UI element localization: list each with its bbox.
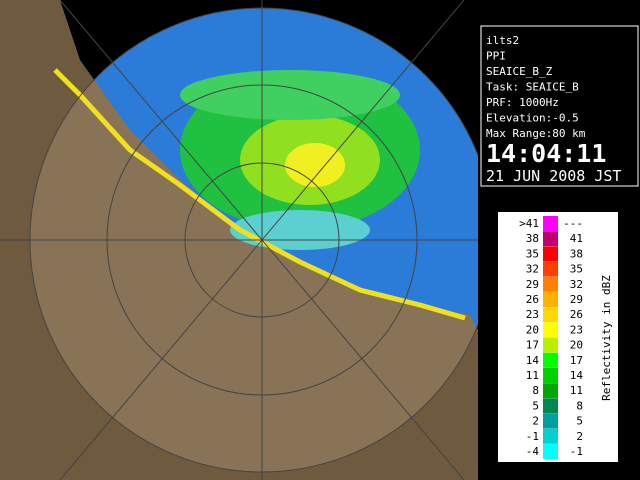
- date: 21 JUN 2008 JST: [486, 167, 621, 185]
- legend-low: 35: [526, 247, 539, 260]
- legend-high: 11: [570, 384, 583, 397]
- legend-high: 14: [570, 369, 584, 382]
- legend-high: 26: [570, 308, 583, 321]
- legend-swatch: [543, 398, 558, 414]
- legend-swatch: [543, 322, 558, 338]
- echo: [180, 70, 400, 120]
- legend-low: -4: [526, 445, 540, 458]
- legend-swatch: [543, 337, 558, 353]
- legend-swatch: [543, 307, 558, 323]
- legend-swatch: [543, 383, 558, 399]
- info-line: ilts2: [486, 34, 519, 47]
- legend-high: 35: [570, 263, 583, 276]
- legend-high: 20: [570, 339, 583, 352]
- radar-map: [0, 0, 478, 480]
- legend-high: 23: [570, 323, 583, 336]
- legend-low: 8: [532, 384, 539, 397]
- info-line: Task: SEAICE_B: [486, 81, 579, 94]
- legend-low: 38: [526, 232, 539, 245]
- legend-low: 17: [526, 339, 539, 352]
- legend-low: >41: [519, 217, 539, 230]
- legend-high: 32: [570, 278, 583, 291]
- legend-low: 2: [532, 415, 539, 428]
- info-line: PPI: [486, 50, 506, 63]
- info-line: Max Range:80 km: [486, 127, 586, 140]
- legend-swatch: [543, 246, 558, 262]
- legend-high: 5: [576, 415, 583, 428]
- legend-high: 41: [570, 232, 583, 245]
- legend-low: 32: [526, 263, 539, 276]
- legend-swatch: [543, 292, 558, 307]
- legend-swatch: [543, 231, 558, 247]
- legend-low: 26: [526, 293, 539, 306]
- legend-low: 5: [532, 399, 539, 412]
- legend-high: 17: [570, 354, 583, 367]
- range-rings: [0, 0, 478, 480]
- legend-swatch: [543, 261, 558, 277]
- legend-title: Reflectivity in dBZ: [600, 275, 613, 401]
- legend-low: -1: [526, 430, 539, 443]
- info-line: PRF: 1000Hz: [486, 96, 559, 109]
- info-line: Elevation:-0.5: [486, 112, 579, 125]
- legend-swatch: [543, 368, 558, 383]
- legend-low: 20: [526, 323, 539, 336]
- legend-swatch: [543, 428, 558, 444]
- info-panel: [480, 25, 639, 187]
- echo: [285, 143, 345, 187]
- legend-high: 2: [576, 430, 583, 443]
- legend-high: 8: [576, 399, 583, 412]
- legend-high: 29: [570, 293, 583, 306]
- legend-swatch: [543, 352, 558, 368]
- coast-echo: [53, 68, 466, 321]
- legend-swatch: [543, 413, 558, 429]
- time: 14:04:11: [486, 139, 606, 168]
- legend-high: -1: [570, 445, 583, 458]
- legend-low: 14: [526, 354, 540, 367]
- legend-low: 23: [526, 308, 539, 321]
- legend-swatch: [543, 276, 558, 292]
- legend-high: 38: [570, 247, 583, 260]
- legend-high: ---: [563, 217, 583, 230]
- legend-low: 29: [526, 278, 539, 291]
- echo: [230, 210, 370, 250]
- legend-low: 11: [526, 369, 539, 382]
- legend-swatch: [543, 216, 558, 231]
- legend-swatch: [543, 444, 558, 459]
- info-line: SEAICE_B_Z: [486, 65, 553, 78]
